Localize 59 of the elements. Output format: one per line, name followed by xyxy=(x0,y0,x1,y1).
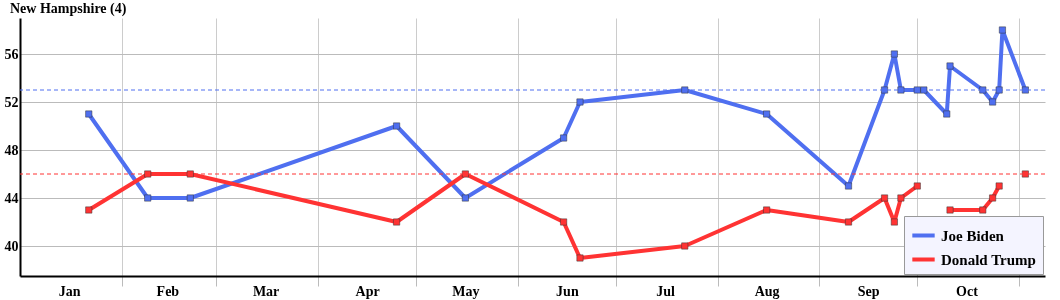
point xyxy=(763,110,771,118)
point xyxy=(920,86,928,94)
point xyxy=(186,194,194,202)
point xyxy=(999,26,1006,34)
point xyxy=(763,206,771,214)
x-tick-label: Mar xyxy=(252,283,280,299)
x-tick-label: Jun xyxy=(556,283,579,299)
point xyxy=(461,194,469,202)
point xyxy=(85,110,93,118)
x-tick-label: Aug xyxy=(754,283,780,299)
point xyxy=(144,194,152,202)
point xyxy=(989,98,997,106)
legend-label: Joe Biden xyxy=(941,227,1005,244)
point xyxy=(1021,86,1029,94)
point xyxy=(989,194,997,202)
point xyxy=(995,86,1003,94)
point xyxy=(186,170,194,178)
point xyxy=(681,242,689,250)
x-tick-label: Jul xyxy=(656,283,676,299)
point xyxy=(995,182,1003,190)
point xyxy=(845,218,852,226)
y-tick-label: 52 xyxy=(4,94,19,110)
y-tick-label: 40 xyxy=(4,238,19,254)
point xyxy=(845,182,852,190)
point xyxy=(144,170,152,178)
point xyxy=(560,134,568,142)
x-tick-label: Feb xyxy=(156,283,180,299)
point xyxy=(560,218,568,226)
x-tick-label: Sep xyxy=(857,283,880,299)
point xyxy=(85,206,93,214)
point xyxy=(881,194,888,202)
x-tick-label: Oct xyxy=(956,283,979,299)
point xyxy=(393,122,401,130)
point xyxy=(1021,170,1029,178)
point xyxy=(881,86,888,94)
point xyxy=(913,86,921,94)
point xyxy=(897,86,905,94)
point xyxy=(890,218,898,226)
point xyxy=(946,206,954,214)
point xyxy=(576,254,584,262)
point xyxy=(979,86,987,94)
y-tick-label: 44 xyxy=(4,190,19,206)
point xyxy=(979,206,987,214)
legend-label: Donald Trump xyxy=(941,251,1036,268)
x-tick-label: Jan xyxy=(58,283,81,299)
y-tick-label: 56 xyxy=(4,46,19,62)
x-tick-label: May xyxy=(452,283,480,299)
point xyxy=(913,182,921,190)
point xyxy=(946,62,954,70)
point xyxy=(576,98,584,106)
point xyxy=(681,86,689,94)
x-tick-label: Apr xyxy=(355,283,380,299)
point xyxy=(890,50,898,58)
point xyxy=(461,170,469,178)
point xyxy=(897,194,905,202)
point xyxy=(943,110,951,118)
point xyxy=(393,218,401,226)
y-tick-label: 48 xyxy=(4,142,19,158)
chart-title: New Hampshire (4) xyxy=(10,1,127,17)
